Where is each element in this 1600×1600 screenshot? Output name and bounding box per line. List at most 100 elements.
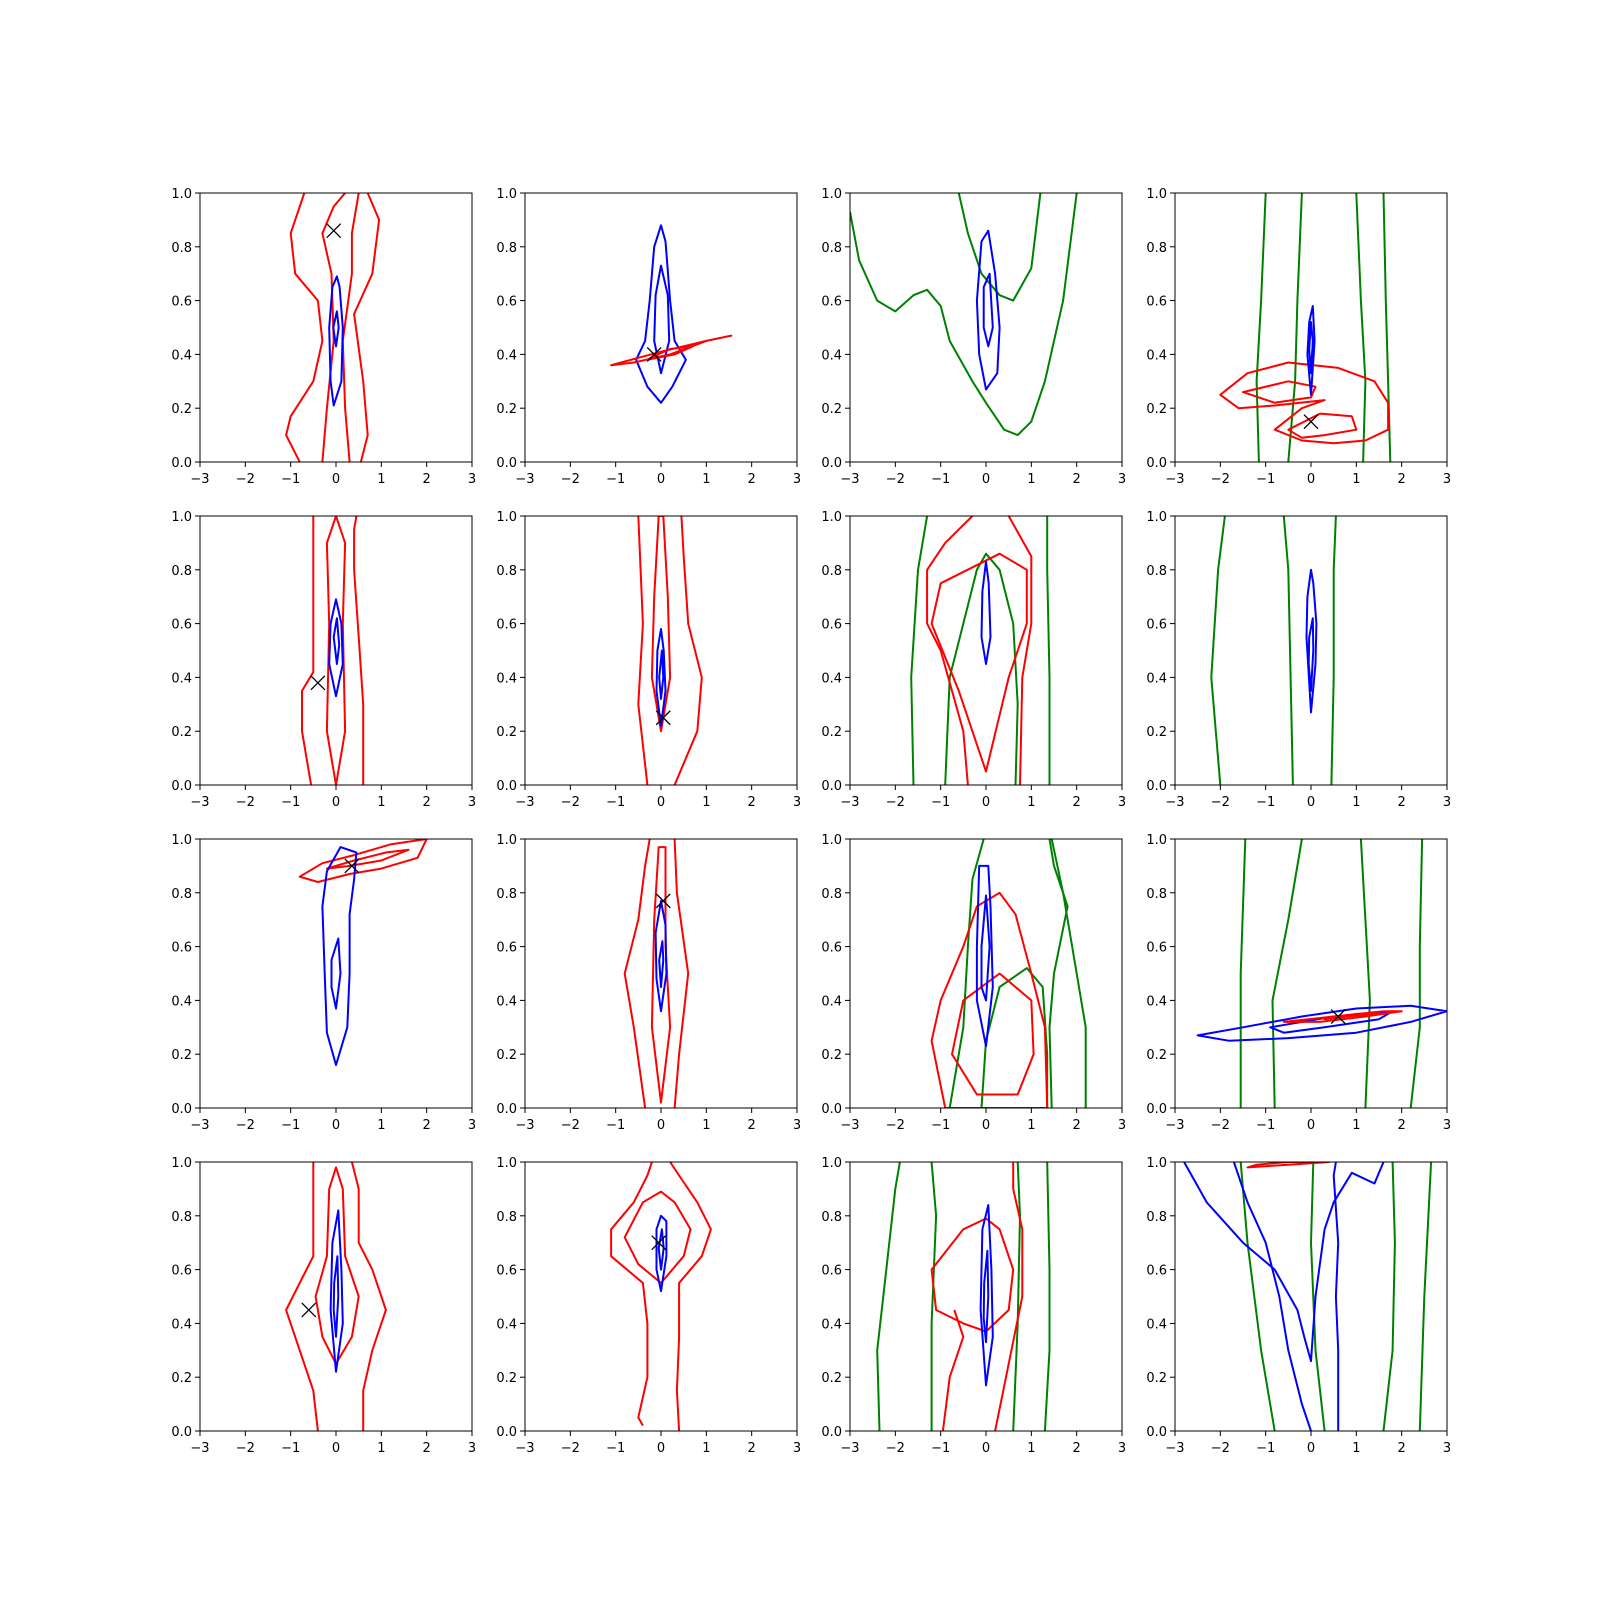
red-contour-line (285, 1162, 319, 1431)
x-tick-label: −1 (931, 1441, 950, 1456)
y-tick-label: 0.8 (1146, 241, 1167, 256)
green-contour-line (1046, 516, 1051, 785)
y-tick-label: 0.8 (1146, 1210, 1167, 1225)
x-tick-label: 0 (982, 1118, 990, 1133)
green-contour-line (910, 516, 929, 785)
plot-area (850, 193, 1078, 437)
x-marker (1330, 1009, 1346, 1024)
x-tick-label: 3 (1443, 1441, 1451, 1456)
x-tick-label: −3 (1165, 795, 1184, 810)
axes-frame (849, 838, 1123, 1109)
y-tick-label: 0.2 (496, 1371, 517, 1386)
plot-area (1183, 1162, 1433, 1431)
red-contour-line (650, 846, 672, 1104)
x-tick-label: −3 (1165, 472, 1184, 487)
y-tick-label: 0.8 (1146, 887, 1167, 902)
green-contour-line (876, 1162, 901, 1431)
red-contour-line (314, 1166, 360, 1365)
y-tick-label: 1.0 (1146, 1156, 1167, 1171)
red-contour-line (673, 516, 703, 785)
y-tick-label: 0.4 (821, 348, 842, 363)
green-contour-line (944, 552, 1019, 785)
y-tick-label: 0.4 (171, 1317, 192, 1332)
x-tick-label: 0 (982, 1441, 990, 1456)
y-tick-label: 1.0 (496, 1156, 517, 1171)
red-contour-line (930, 552, 1028, 773)
y-tick-label: 0.8 (821, 241, 842, 256)
red-contour-line (1282, 1010, 1403, 1023)
y-tick-label: 0.2 (496, 725, 517, 740)
blue-contour-line (1308, 321, 1314, 375)
x-tick-label: −1 (606, 1441, 625, 1456)
green-contour-line (948, 839, 985, 1108)
x-tick-label: −1 (1256, 1118, 1275, 1133)
blue-contour-line (658, 649, 665, 700)
x-tick-label: −2 (561, 472, 580, 487)
x-tick-label: 3 (793, 1118, 801, 1133)
y-tick-label: 0.6 (171, 1264, 192, 1279)
red-contour-line (301, 516, 315, 785)
x-tick-label: 3 (468, 795, 476, 810)
x-tick-label: −3 (515, 795, 534, 810)
red-contour-line (669, 1162, 712, 1431)
y-tick-label: 0.2 (171, 725, 192, 740)
green-contour-line (1210, 516, 1226, 785)
x-tick-label: 1 (1352, 795, 1360, 810)
blue-contour-line (1307, 617, 1315, 692)
x-tick-label: 1 (702, 1118, 710, 1133)
red-contour-line (930, 1217, 1015, 1333)
y-tick-label: 0.0 (171, 1425, 192, 1440)
blue-contour-line (635, 224, 687, 404)
axes-frame (199, 838, 473, 1109)
x-tick-label: −2 (561, 1441, 580, 1456)
plot-area (285, 193, 381, 462)
y-tick-label: 1.0 (821, 187, 842, 202)
y-tick-label: 0.2 (821, 1371, 842, 1386)
x-tick-label: 0 (1307, 472, 1315, 487)
red-contour-line (341, 193, 360, 462)
subplot-14: −3 −2 −1 0 1 2 3 0.0 0.2 0.4 0.6 0.8 1.0 (496, 1156, 801, 1456)
x-tick-label: 1 (1027, 1441, 1035, 1456)
x-tick-label: −2 (236, 795, 255, 810)
y-tick-label: 0.6 (171, 295, 192, 310)
plot-area (1196, 839, 1447, 1108)
red-contour-line (1219, 361, 1390, 445)
plot-area (930, 839, 1087, 1108)
y-tick-label: 0.4 (171, 671, 192, 686)
x-tick-label: 3 (468, 1441, 476, 1456)
x-tick-label: 2 (1073, 1118, 1081, 1133)
x-tick-label: 1 (377, 1441, 385, 1456)
y-tick-label: 0.6 (1146, 295, 1167, 310)
red-contour-line (325, 516, 347, 785)
y-tick-label: 0.6 (821, 618, 842, 633)
x-tick-label: −3 (515, 1441, 534, 1456)
red-contour-line (321, 193, 346, 462)
blue-contour-line (1332, 1162, 1340, 1431)
y-tick-label: 0.0 (496, 779, 517, 794)
x-tick-label: −1 (606, 795, 625, 810)
red-contour-line (1287, 412, 1358, 439)
red-contour-line (926, 516, 974, 785)
x-tick-label: 1 (1027, 1118, 1035, 1133)
x-tick-label: 0 (657, 1118, 665, 1133)
green-contour-line (1409, 839, 1424, 1108)
x-tick-label: −2 (1211, 1441, 1230, 1456)
red-contour-line (350, 1162, 387, 1431)
axes-frame (524, 192, 798, 463)
green-contour-line (1048, 839, 1069, 1108)
x-tick-label: 3 (793, 795, 801, 810)
y-tick-label: 0.4 (1146, 671, 1167, 686)
green-contour-line (1282, 516, 1294, 785)
y-tick-label: 1.0 (1146, 833, 1167, 848)
x-tick-label: −2 (561, 1118, 580, 1133)
y-tick-label: 0.2 (1146, 402, 1167, 417)
y-tick-label: 1.0 (171, 510, 192, 525)
y-tick-label: 0.8 (821, 887, 842, 902)
x-tick-label: 3 (468, 1118, 476, 1133)
red-contour-line (285, 193, 324, 462)
x-tick-label: 1 (1352, 1441, 1360, 1456)
x-tick-label: 0 (657, 472, 665, 487)
subplot-3: −3 −2 −1 0 1 2 3 0.0 0.2 0.4 0.6 0.8 1.0 (821, 187, 1126, 487)
x-tick-label: 1 (702, 795, 710, 810)
